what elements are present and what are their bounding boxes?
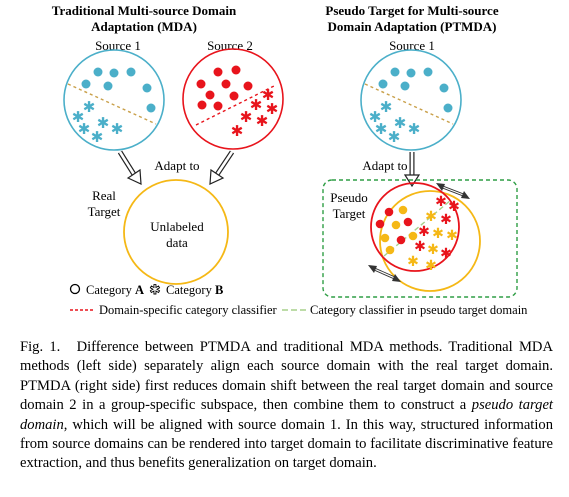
domain-classifier-legend-label: Domain-specific category classifier bbox=[99, 303, 278, 317]
right-title-line-2: Domain Adaptation (PTMDA) bbox=[327, 19, 496, 34]
svg-text:✱: ✱ bbox=[440, 246, 452, 262]
svg-text:✱: ✱ bbox=[375, 120, 388, 138]
svg-text:✱: ✱ bbox=[256, 112, 269, 130]
adapt-to-label-left: Adapt to bbox=[154, 158, 199, 173]
category-b-legend-label: Category B bbox=[166, 283, 223, 297]
svg-text:✱: ✱ bbox=[388, 128, 401, 146]
figure: Traditional Multi-source Domain Adaptati… bbox=[52, 3, 528, 317]
svg-text:✱: ✱ bbox=[408, 120, 421, 138]
real-target-label-line-2: Target bbox=[88, 204, 121, 219]
pseudo-target-label-line-2: Target bbox=[333, 206, 366, 221]
svg-text:✱: ✱ bbox=[262, 86, 275, 104]
svg-text:✱: ✱ bbox=[72, 108, 85, 126]
svg-text:✱: ✱ bbox=[266, 100, 279, 118]
pseudo-target-frame bbox=[322, 179, 518, 298]
category-a-legend-label: Category A bbox=[86, 283, 144, 297]
source1-domain-right: ✱ ✱ ✱ ✱ ✱ ✱ bbox=[360, 49, 462, 151]
svg-text:✱: ✱ bbox=[446, 228, 458, 244]
pseudo-target-label-line-1: Pseudo bbox=[330, 190, 368, 205]
pseudo-classifier-legend-label: Category classifier in pseudo target dom… bbox=[310, 303, 528, 317]
svg-text:✱: ✱ bbox=[414, 239, 426, 255]
adapt-to-label-right: Adapt to bbox=[362, 158, 407, 173]
caption-text-part-2: , which will be aligned with source doma… bbox=[20, 416, 553, 472]
source1-category-b-points: ✱ ✱ ✱ ✱ ✱ ✱ bbox=[72, 98, 124, 146]
caption-text-part-1: Difference between PTMDA and traditional… bbox=[20, 339, 554, 414]
svg-text:✱: ✱ bbox=[78, 120, 91, 138]
svg-text:✱: ✱ bbox=[418, 224, 430, 240]
caption-emphasis: pseudo target domain bbox=[20, 397, 553, 433]
source2-domain-left: ✱ ✱ ✱ ✱ ✱ ✱ bbox=[182, 48, 284, 150]
svg-text:✱: ✱ bbox=[407, 254, 419, 270]
unlabeled-label-line-2: data bbox=[166, 235, 188, 250]
source1-right-category-b-points: ✱ ✱ ✱ ✱ ✱ ✱ bbox=[369, 98, 421, 146]
source2-category-b-points: ✱ ✱ ✱ ✱ ✱ ✱ bbox=[231, 86, 279, 140]
svg-text:✱: ✱ bbox=[83, 98, 96, 116]
svg-text:✱: ✱ bbox=[380, 98, 393, 116]
svg-text:✱: ✱ bbox=[435, 194, 447, 210]
alignment-arrow-top bbox=[436, 183, 470, 199]
right-title-line-1: Pseudo Target for Multi-source bbox=[325, 3, 498, 18]
source1-category-a-points bbox=[81, 67, 156, 113]
svg-text:✱: ✱ bbox=[440, 212, 452, 228]
svg-text:✱: ✱ bbox=[91, 128, 104, 146]
category-b-legend-icon: ✱ bbox=[150, 283, 161, 298]
svg-text:✱: ✱ bbox=[425, 209, 437, 225]
category-a-legend-icon bbox=[69, 283, 81, 295]
pseudo-category-a-points bbox=[375, 205, 418, 255]
svg-text:✱: ✱ bbox=[432, 226, 444, 242]
real-target-domain-left bbox=[123, 179, 229, 285]
caption-label: Fig. 1. bbox=[20, 339, 61, 355]
figure-caption: Fig. 1. Difference between PTMDA and tra… bbox=[20, 338, 553, 474]
svg-text:✱: ✱ bbox=[369, 108, 382, 126]
svg-text:✱: ✱ bbox=[427, 242, 439, 258]
source1-right-category-a-points bbox=[378, 67, 453, 113]
svg-text:✱: ✱ bbox=[250, 96, 263, 114]
svg-text:✱: ✱ bbox=[425, 258, 437, 274]
svg-text:✱: ✱ bbox=[240, 108, 253, 126]
svg-text:✱: ✱ bbox=[111, 120, 124, 138]
source1-label-right: Source 1 bbox=[389, 38, 435, 53]
pseudo-category-b-points: ✱ ✱ ✱ ✱ ✱ ✱ ✱ ✱ ✱ ✱ ✱ ✱ bbox=[407, 194, 460, 274]
left-title-line-2: Adaptation (MDA) bbox=[91, 19, 197, 34]
adapt-arrows-left bbox=[117, 150, 235, 185]
real-target-label-line-1: Real bbox=[92, 188, 116, 203]
svg-text:✱: ✱ bbox=[448, 199, 460, 215]
source2-category-a-points bbox=[196, 65, 253, 111]
unlabeled-label-line-1: Unlabeled bbox=[150, 219, 204, 234]
svg-text:✱: ✱ bbox=[231, 122, 244, 140]
pseudo-target-domain: ✱ ✱ ✱ ✱ ✱ ✱ ✱ ✱ ✱ ✱ ✱ ✱ bbox=[370, 182, 481, 292]
svg-text:✱: ✱ bbox=[394, 114, 407, 132]
left-title-line-1: Traditional Multi-source Domain bbox=[52, 3, 237, 18]
svg-text:✱: ✱ bbox=[97, 114, 110, 132]
source1-domain-left: ✱ ✱ ✱ ✱ ✱ ✱ bbox=[63, 49, 165, 151]
source1-label-left: Source 1 bbox=[95, 38, 141, 53]
legend: Category A ✱ Category B Domain-specific … bbox=[69, 283, 528, 317]
alignment-arrow-bottom bbox=[368, 265, 401, 282]
